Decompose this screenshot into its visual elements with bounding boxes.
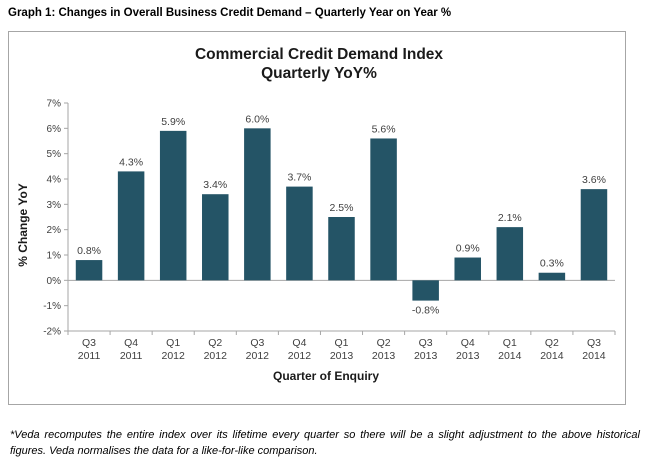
x-tick-label-quarter: Q2 (208, 337, 222, 349)
bar (412, 280, 439, 301)
data-label: 5.6% (372, 123, 396, 135)
x-tick-label-quarter: Q2 (545, 337, 559, 349)
x-tick-label-year: 2013 (414, 350, 438, 362)
y-tick-label: 1% (47, 251, 62, 262)
bar (370, 138, 397, 281)
y-tick-label: 0% (47, 276, 62, 287)
y-tick-label: -1% (43, 301, 61, 312)
x-tick-label-year: 2014 (540, 350, 564, 362)
x-axis-label: Quarter of Enquiry (273, 369, 379, 383)
y-tick-label: 7% (47, 99, 62, 110)
bar (538, 272, 566, 281)
data-label: 0.9% (456, 243, 480, 255)
chart-frame: Commercial Credit Demand Index Quarterly… (8, 31, 626, 405)
x-tick-label-quarter: Q4 (292, 337, 306, 349)
data-label: 3.7% (287, 172, 311, 184)
x-tick-label-quarter: Q1 (166, 337, 180, 349)
footnote: *Veda recomputes the entire index over i… (10, 429, 640, 457)
data-label: 3.4% (203, 179, 227, 191)
data-label: 4.3% (119, 156, 143, 168)
x-tick-label-quarter: Q2 (377, 337, 391, 349)
bar (75, 260, 103, 281)
y-tick-label: 3% (47, 200, 62, 211)
x-tick-label-quarter: Q3 (419, 337, 433, 349)
x-tick-label-year: 2012 (246, 350, 270, 362)
data-label: 5.9% (161, 116, 185, 128)
bar (117, 171, 145, 281)
x-tick-label-year: 2012 (162, 350, 186, 362)
y-tick-label: -2% (43, 327, 61, 338)
chart-title: Commercial Credit Demand Index (195, 46, 443, 63)
chart-subtitle: Quarterly YoY% (261, 65, 377, 82)
data-label: 0.8% (77, 245, 101, 257)
x-tick-label-quarter: Q1 (503, 337, 517, 349)
data-label: 2.1% (498, 212, 522, 224)
y-tick-label: 4% (47, 175, 62, 186)
bar (580, 189, 608, 281)
x-tick-label-quarter: Q3 (82, 337, 96, 349)
data-label: 6.0% (245, 113, 269, 125)
data-label: 0.3% (540, 258, 564, 270)
bar (496, 227, 524, 281)
x-tick-label-quarter: Q1 (334, 337, 348, 349)
y-tick-label: 2% (47, 225, 62, 236)
graph-heading: Graph 1: Changes in Overall Business Cre… (8, 7, 452, 19)
bar (202, 194, 229, 281)
x-tick-label-year: 2014 (498, 350, 522, 362)
x-tick-label-year: 2013 (456, 350, 480, 362)
x-tick-label-quarter: Q4 (461, 337, 475, 349)
credit-demand-bar-chart: Commercial Credit Demand Index Quarterly… (16, 46, 616, 383)
x-tick-label-quarter: Q4 (124, 337, 138, 349)
x-tick-label-year: 2011 (120, 350, 143, 362)
x-tick-label-year: 2012 (204, 350, 228, 362)
bar (286, 186, 313, 281)
x-tick-label-quarter: Q3 (250, 337, 264, 349)
x-tick-label-quarter: Q3 (587, 337, 601, 349)
plot-area: -2%-1%0%1%2%3%4%5%6%7%0.8%Q320114.3%Q420… (43, 99, 616, 362)
y-tick-label: 5% (47, 149, 62, 160)
data-label: 2.5% (330, 202, 354, 214)
bar (159, 130, 187, 281)
bar (244, 128, 271, 281)
y-axis-label: % Change YoY (16, 183, 30, 267)
x-tick-label-year: 2012 (288, 350, 312, 362)
x-tick-label-year: 2013 (372, 350, 396, 362)
x-tick-label-year: 2014 (582, 350, 606, 362)
x-tick-label-year: 2011 (78, 350, 101, 362)
x-tick-label-year: 2013 (330, 350, 354, 362)
data-label: -0.8% (412, 305, 439, 317)
data-label: 3.6% (582, 174, 606, 186)
bar (454, 257, 481, 281)
y-tick-label: 6% (47, 124, 62, 135)
bar (328, 217, 355, 281)
